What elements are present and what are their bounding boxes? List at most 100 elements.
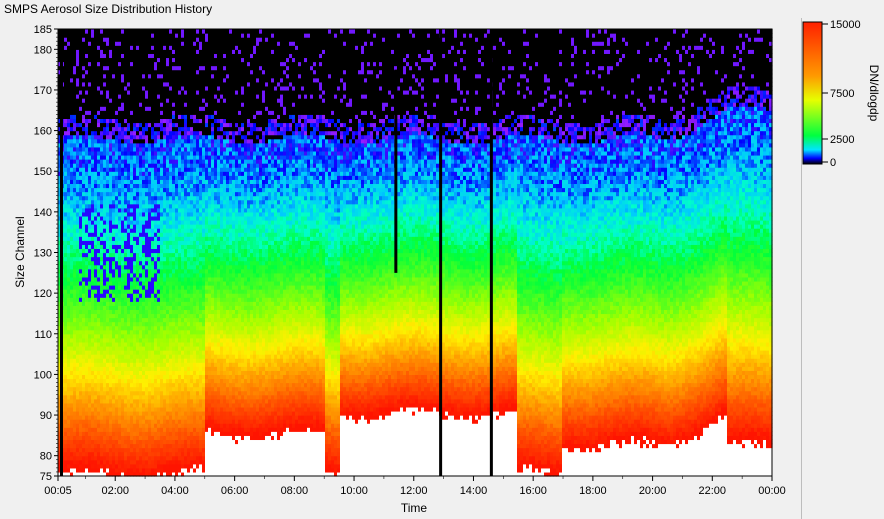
- heatmap-cell: [76, 211, 80, 217]
- heatmap-cell: [70, 394, 74, 400]
- heatmap-cell: [67, 106, 71, 111]
- heatmap-cell: [106, 410, 110, 416]
- heatmap-cell: [103, 179, 107, 185]
- heatmap-cell: [106, 232, 110, 237]
- heatmap-cell: [85, 187, 89, 193]
- heatmap-cell: [121, 341, 125, 347]
- heatmap-cell: [64, 138, 68, 144]
- heatmap-cell: [73, 459, 77, 465]
- heatmap-cell: [85, 69, 89, 75]
- heatmap-cell: [79, 313, 83, 319]
- heatmap-cell: [73, 386, 77, 392]
- heatmap-cell: [109, 386, 113, 392]
- heatmap-cell: [70, 73, 74, 79]
- heatmap-cell: [82, 73, 86, 79]
- heatmap-cell: [91, 102, 95, 107]
- heatmap-cell: [91, 260, 95, 266]
- heatmap-cell: [112, 276, 116, 282]
- heatmap-cell: [121, 350, 125, 355]
- heatmap-cell: [64, 171, 68, 176]
- heatmap-cell: [79, 451, 83, 457]
- heatmap-cell: [64, 390, 68, 396]
- heatmap-cell: [73, 130, 77, 136]
- heatmap-cell: [115, 77, 119, 83]
- heatmap-cell: [100, 240, 104, 245]
- heatmap-cell: [106, 362, 110, 367]
- heatmap-cell: [94, 94, 98, 99]
- heatmap-cell: [103, 382, 107, 388]
- heatmap-cell: [67, 228, 71, 233]
- heatmap-cell: [76, 309, 80, 315]
- heatmap-cell: [70, 297, 74, 302]
- heatmap-cell: [100, 402, 104, 408]
- heatmap-cell: [106, 65, 110, 71]
- heatmap-cell: [97, 207, 101, 213]
- heatmap-cell: [115, 268, 119, 274]
- heatmap-cell: [73, 236, 77, 241]
- heatmap-cell: [100, 69, 104, 75]
- heatmap-cell: [88, 260, 92, 266]
- heatmap-cell: [82, 374, 86, 380]
- heatmap-cell: [70, 471, 74, 477]
- heatmap-cell: [100, 134, 104, 140]
- heatmap-cell: [106, 447, 110, 453]
- heatmap-cell: [94, 280, 98, 286]
- heatmap-cell: [118, 435, 122, 441]
- heatmap-cell: [106, 386, 110, 392]
- heatmap-cell: [112, 41, 116, 46]
- heatmap-cell: [106, 390, 110, 396]
- heatmap-cell: [88, 215, 92, 221]
- heatmap-cell: [103, 81, 107, 87]
- heatmap-cell: [103, 171, 107, 176]
- heatmap-cell: [79, 171, 83, 176]
- heatmap-cell: [91, 73, 95, 79]
- heatmap-cell: [106, 61, 110, 67]
- heatmap-cell: [103, 110, 107, 115]
- heatmap-cell: [85, 427, 89, 432]
- heatmap-cell: [97, 130, 101, 136]
- heatmap-cell: [115, 53, 119, 59]
- heatmap-cell: [67, 61, 71, 67]
- heatmap-cell: [67, 427, 71, 432]
- heatmap-cell: [106, 211, 110, 217]
- heatmap-cell: [109, 354, 113, 359]
- heatmap-cell: [106, 118, 110, 124]
- heatmap-cell: [94, 366, 98, 371]
- heatmap-cell: [76, 427, 80, 432]
- heatmap-cell: [121, 419, 125, 424]
- heatmap-cell: [58, 37, 62, 42]
- heatmap-cell: [100, 37, 104, 42]
- heatmap-cell: [79, 142, 83, 148]
- heatmap-cell: [121, 431, 125, 436]
- heatmap-cell: [82, 276, 86, 282]
- heatmap-cell: [97, 191, 101, 197]
- heatmap-cell: [100, 463, 104, 469]
- heatmap-cell: [118, 98, 122, 103]
- heatmap-cell: [100, 455, 104, 461]
- heatmap-cell: [94, 289, 98, 294]
- heatmap-cell: [103, 215, 107, 221]
- heatmap-cell: [85, 49, 89, 54]
- heatmap-cell: [109, 264, 113, 270]
- heatmap-cell: [70, 126, 74, 132]
- heatmap-cell: [91, 159, 95, 164]
- heatmap-cell: [106, 459, 110, 465]
- heatmap-cell: [91, 309, 95, 315]
- heatmap-cell: [109, 215, 113, 221]
- heatmap-cell: [115, 285, 119, 290]
- heatmap-cell: [85, 195, 89, 201]
- heatmap-cell: [112, 382, 116, 388]
- heatmap-cell: [76, 382, 80, 388]
- heatmap-cell: [94, 463, 98, 469]
- heatmap-cell: [97, 232, 101, 237]
- heatmap-cell: [88, 244, 92, 250]
- heatmap-cell: [121, 471, 125, 477]
- heatmap-cell: [103, 65, 107, 71]
- heatmap-cell: [97, 386, 101, 392]
- heatmap-cell: [109, 427, 113, 432]
- heatmap-cell: [82, 301, 86, 306]
- heatmap-cell: [115, 138, 119, 144]
- heatmap-cell: [79, 45, 83, 50]
- heatmap-cell: [73, 163, 77, 168]
- heatmap-cell: [82, 106, 86, 111]
